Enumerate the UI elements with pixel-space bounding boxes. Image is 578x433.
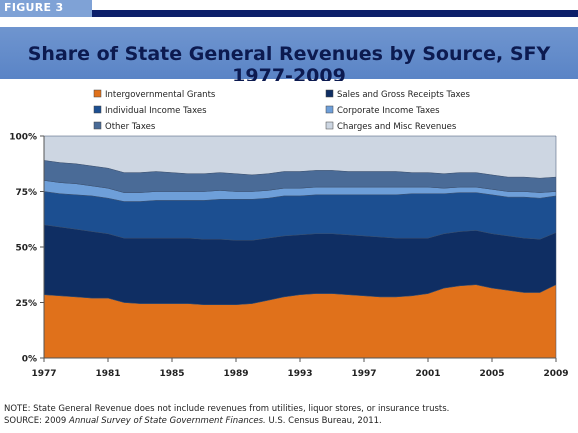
y-tick-label: 25%	[15, 299, 37, 309]
source-prefix: SOURCE: 2009	[4, 416, 69, 426]
legend-swatch	[93, 121, 102, 130]
legend-label: Corporate Income Taxes	[337, 106, 440, 116]
figure-tab	[0, 0, 92, 17]
x-tick-label: 2009	[543, 369, 568, 379]
legend-label: Charges and Misc Revenues	[337, 122, 457, 132]
legend-label: Intergovernmental Grants	[105, 90, 216, 100]
title-band: Share of State General Revenues by Sourc…	[0, 27, 578, 87]
x-tick-label: 1989	[223, 369, 248, 379]
x-tick-label: 1997	[351, 369, 376, 379]
legend-swatch	[325, 121, 334, 130]
footnote: NOTE: State General Revenue does not inc…	[4, 403, 449, 427]
y-tick-label: 100%	[9, 133, 37, 143]
legend-swatch	[325, 89, 334, 98]
x-tick-label: 1981	[95, 369, 120, 379]
y-tick-label: 50%	[15, 244, 37, 254]
figure-label: FIGURE 3	[4, 1, 64, 14]
source-text: SOURCE: 2009 Annual Survey of State Gove…	[4, 415, 449, 427]
x-tick-label: 1985	[159, 369, 184, 379]
y-tick-label: 75%	[15, 188, 37, 198]
note-text: NOTE: State General Revenue does not inc…	[4, 404, 450, 414]
legend-label: Other Taxes	[105, 122, 156, 132]
area-series-5	[43, 135, 557, 179]
source-title: Annual Survey of State Government Financ…	[69, 416, 266, 426]
legend-label: Sales and Gross Receipts Taxes	[337, 90, 471, 100]
header-rule	[92, 10, 578, 17]
legend-swatch	[325, 105, 334, 114]
x-tick-label: 1993	[287, 369, 312, 379]
x-tick-label: 2001	[415, 369, 440, 379]
x-tick-label: 2005	[479, 369, 504, 379]
x-tick-label: 1977	[31, 369, 56, 379]
chart-svg: 0% 25% 50% 75% 100% 1977 1981 1985 1989 1993 1997 2…	[9, 89, 569, 379]
legend-label: Individual Income Taxes	[105, 106, 207, 116]
legend-swatch	[93, 89, 102, 98]
source-suffix: U.S. Census Bureau, 2011.	[265, 416, 382, 426]
y-tick-label: 0%	[22, 355, 37, 365]
legend-swatch	[93, 105, 102, 114]
chart-panel: 0% 25% 50% 75% 100% 1977 1981 1985 1989 1993 1997 2…	[0, 81, 578, 391]
